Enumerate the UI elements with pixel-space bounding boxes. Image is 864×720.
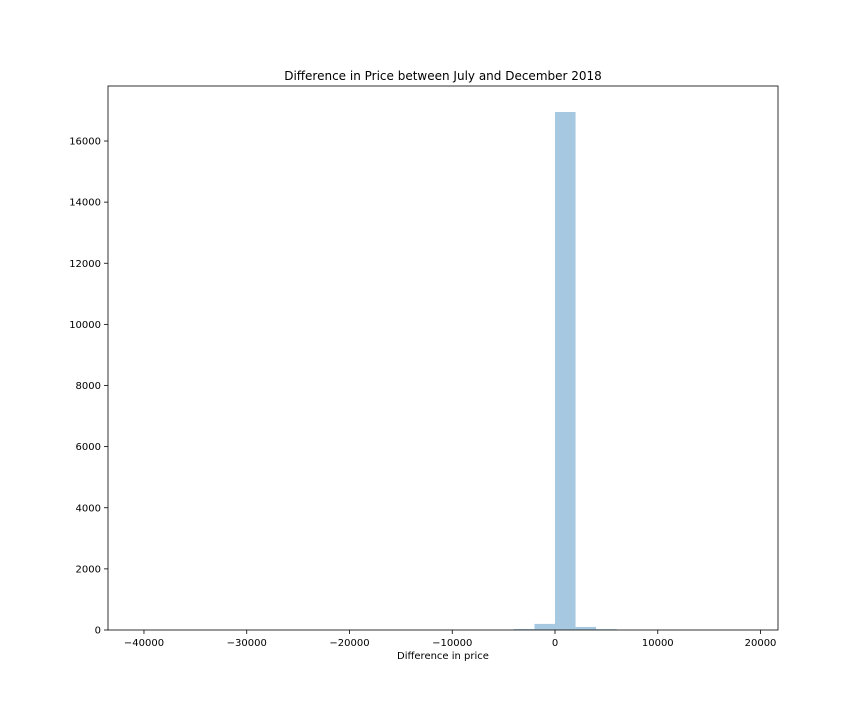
axes-frame: [107, 85, 779, 631]
x-axis-label: Difference in price: [397, 651, 489, 662]
histogram-bar: [596, 629, 617, 630]
x-axis: −40000 −30000 −20000 −10000 0 10000 20000: [124, 630, 777, 649]
y-tick-label: 0: [95, 626, 101, 637]
x-tick-label: −30000: [227, 638, 267, 649]
x-tick-label: −40000: [124, 638, 164, 649]
y-axis: 0 2000 4000 6000 8000 10000 12000 14000 16000: [69, 137, 108, 637]
x-tick-label: −10000: [432, 638, 472, 649]
histogram-bar: [534, 623, 556, 630]
y-tick-label: 4000: [76, 503, 101, 514]
histogram-bar: [555, 111, 576, 630]
x-tick-label: 20000: [745, 638, 777, 649]
y-tick-label: 8000: [76, 381, 101, 392]
y-tick-label: 12000: [69, 259, 101, 270]
y-tick-label: 10000: [69, 320, 101, 331]
x-tick-label: −20000: [329, 638, 369, 649]
x-tick-label: 10000: [642, 638, 674, 649]
histogram-bars: [513, 111, 617, 630]
y-tick-label: 6000: [76, 442, 101, 453]
plot-area: −40000 −30000 −20000 −10000 0 10000 20000 0 200…: [69, 85, 779, 649]
y-tick-label: 2000: [76, 564, 101, 575]
x-tick-label: 0: [552, 638, 558, 649]
y-tick-label: 16000: [69, 137, 101, 148]
histogram-bar: [575, 626, 597, 630]
y-tick-label: 14000: [69, 198, 101, 209]
chart-title: Difference in Price between July and Dec…: [284, 69, 602, 83]
histogram-bar: [513, 629, 535, 630]
